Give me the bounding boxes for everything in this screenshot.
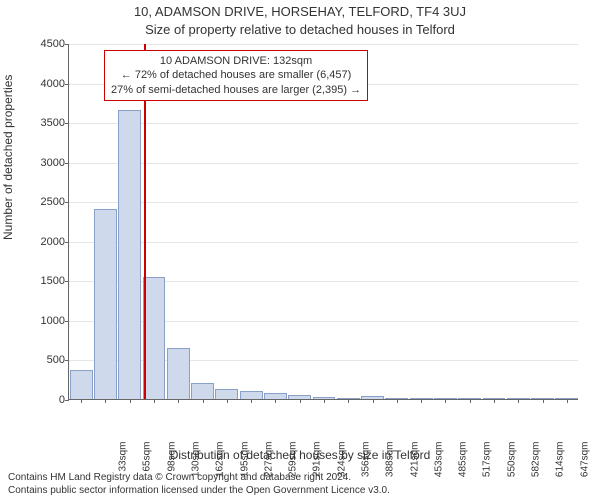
ytick-mark [65, 44, 69, 45]
footer-attribution: Contains HM Land Registry data © Crown c… [0, 472, 600, 497]
ytick-label: 1500 [27, 275, 65, 287]
ytick-mark [65, 281, 69, 282]
xtick-mark [373, 399, 374, 403]
annotation-line: ← 72% of detached houses are smaller (6,… [111, 68, 361, 82]
xtick-mark [494, 399, 495, 403]
ytick-label: 4000 [27, 78, 65, 90]
bar [215, 389, 238, 399]
xtick-mark [105, 399, 106, 403]
bar [118, 110, 141, 399]
xtick-mark [518, 399, 519, 403]
footer-line2: Contains public sector information licen… [8, 485, 592, 498]
annotation-line: 27% of semi-detached houses are larger (… [111, 83, 361, 97]
ytick-label: 1000 [27, 315, 65, 327]
xtick-mark [203, 399, 204, 403]
xtick-mark [421, 399, 422, 403]
marker-annotation-box: 10 ADAMSON DRIVE: 132sqm← 72% of detache… [104, 50, 368, 101]
ytick-mark [65, 202, 69, 203]
ytick-label: 3000 [27, 157, 65, 169]
xtick-mark [154, 399, 155, 403]
xtick-mark [275, 399, 276, 403]
bar [70, 370, 93, 399]
xtick-mark [348, 399, 349, 403]
chart-container: 10, ADAMSON DRIVE, HORSEHAY, TELFORD, TF… [0, 0, 600, 500]
bar [94, 209, 117, 399]
ytick-mark [65, 400, 69, 401]
ytick-label: 3500 [27, 117, 65, 129]
ytick-mark [65, 163, 69, 164]
ytick-mark [65, 321, 69, 322]
ytick-label: 500 [27, 354, 65, 366]
ytick-label: 0 [27, 394, 65, 406]
xtick-mark [130, 399, 131, 403]
ytick-label: 2500 [27, 196, 65, 208]
xtick-mark [567, 399, 568, 403]
bar [167, 348, 190, 399]
chart-title-line2: Size of property relative to detached ho… [0, 22, 600, 37]
xtick-mark [81, 399, 82, 403]
xtick-mark [227, 399, 228, 403]
x-axis-label: Distribution of detached houses by size … [0, 448, 600, 462]
xtick-mark [397, 399, 398, 403]
xtick-mark [178, 399, 179, 403]
ytick-label: 2000 [27, 236, 65, 248]
xtick-mark [470, 399, 471, 403]
xtick-mark [543, 399, 544, 403]
chart-title-line1: 10, ADAMSON DRIVE, HORSEHAY, TELFORD, TF… [0, 4, 600, 19]
xtick-mark [300, 399, 301, 403]
ytick-mark [65, 123, 69, 124]
xtick-mark [445, 399, 446, 403]
y-axis-label: Number of detached properties [1, 75, 15, 240]
xtick-mark [251, 399, 252, 403]
plot-area: 05001000150020002500300035004000450033sq… [68, 44, 578, 400]
xtick-mark [324, 399, 325, 403]
annotation-line: 10 ADAMSON DRIVE: 132sqm [111, 54, 361, 68]
ytick-mark [65, 360, 69, 361]
bar [191, 383, 214, 399]
ytick-mark [65, 84, 69, 85]
bar [240, 391, 263, 399]
footer-line1: Contains HM Land Registry data © Crown c… [8, 472, 592, 485]
ytick-label: 4500 [27, 38, 65, 50]
ytick-mark [65, 242, 69, 243]
